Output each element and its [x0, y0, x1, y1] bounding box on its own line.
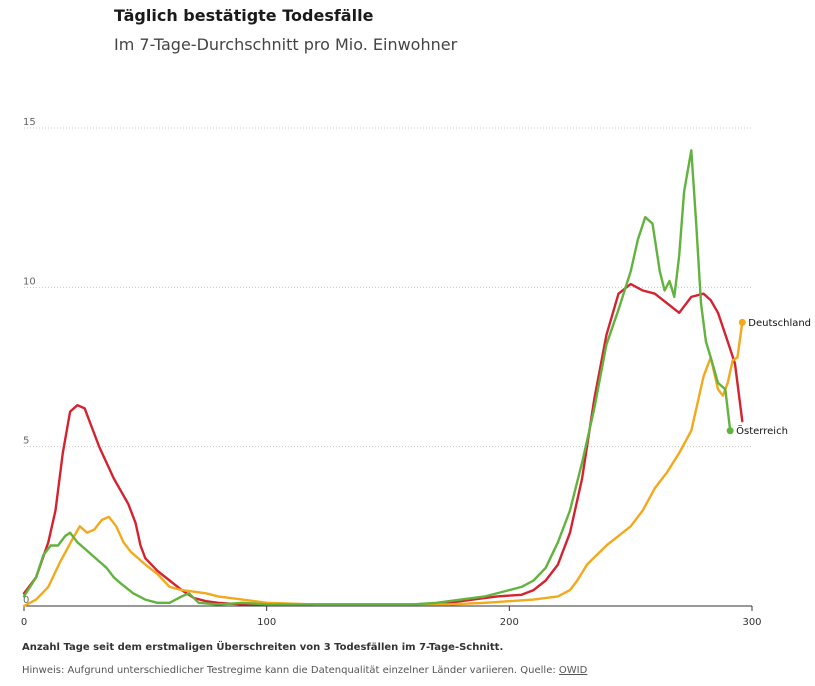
x-tick-label: 300 — [742, 617, 761, 628]
series-label-2: Deutschland — [748, 318, 811, 329]
x-tick-label: 200 — [500, 617, 519, 628]
y-tick-label: 0 — [23, 595, 29, 606]
source-note: Hinweis: Aufgrund unterschiedlicher Test… — [22, 665, 587, 676]
series-line-3 — [22, 149, 732, 606]
x-tick-label: 100 — [257, 617, 276, 628]
chart-title: Täglich bestätigte Todesfälle — [114, 6, 374, 25]
y-tick-label: 10 — [23, 276, 36, 287]
series-line-2 — [22, 321, 744, 608]
line-chart: 0 5 10 15 0 100 200 300 Deutschland Österreich — [21, 117, 811, 628]
note-text: Hinweis: Aufgrund unterschiedlicher Test… — [22, 665, 559, 676]
series-end-marker-3 — [726, 427, 734, 435]
y-tick-label: 5 — [23, 436, 29, 447]
x-axis-label: Anzahl Tage seit dem erstmaligen Übersch… — [22, 642, 504, 653]
chart-subtitle: Im 7-Tage-Durchschnitt pro Mio. Einwohne… — [114, 35, 458, 54]
y-tick-label: 15 — [23, 117, 36, 128]
series-label-3: Österreich — [736, 424, 788, 437]
source-link[interactable]: OWID — [558, 665, 588, 676]
series-line-1 — [22, 282, 744, 606]
x-tick-label: 0 — [21, 617, 27, 628]
series-end-marker-2 — [738, 318, 746, 326]
